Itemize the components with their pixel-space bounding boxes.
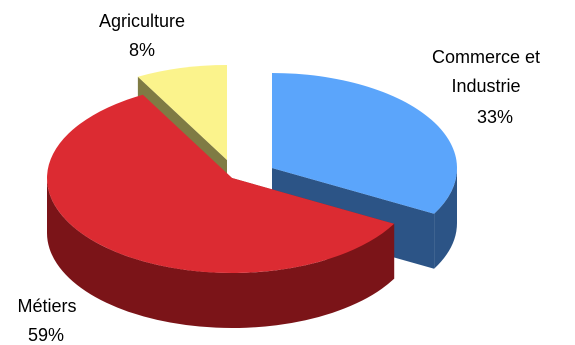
- slice-value-metiers: 59%: [28, 325, 64, 345]
- slice-value-agriculture: 8%: [129, 40, 155, 60]
- slice-side-commerce: [434, 168, 457, 269]
- slice-agriculture: [137, 65, 227, 160]
- slice-metiers: [47, 94, 395, 273]
- slice-tops: [47, 65, 458, 273]
- slice-value-commerce: 33%: [477, 107, 513, 127]
- slice-side-metiers: [46, 178, 395, 329]
- slice-label-commerce: Commerce et: [432, 47, 540, 67]
- slice-commerce: [272, 73, 458, 214]
- slice-label-metiers: Métiers: [17, 296, 76, 316]
- slice-label-commerce-line2: Industrie: [451, 76, 520, 96]
- slice-label-agriculture: Agriculture: [99, 11, 185, 31]
